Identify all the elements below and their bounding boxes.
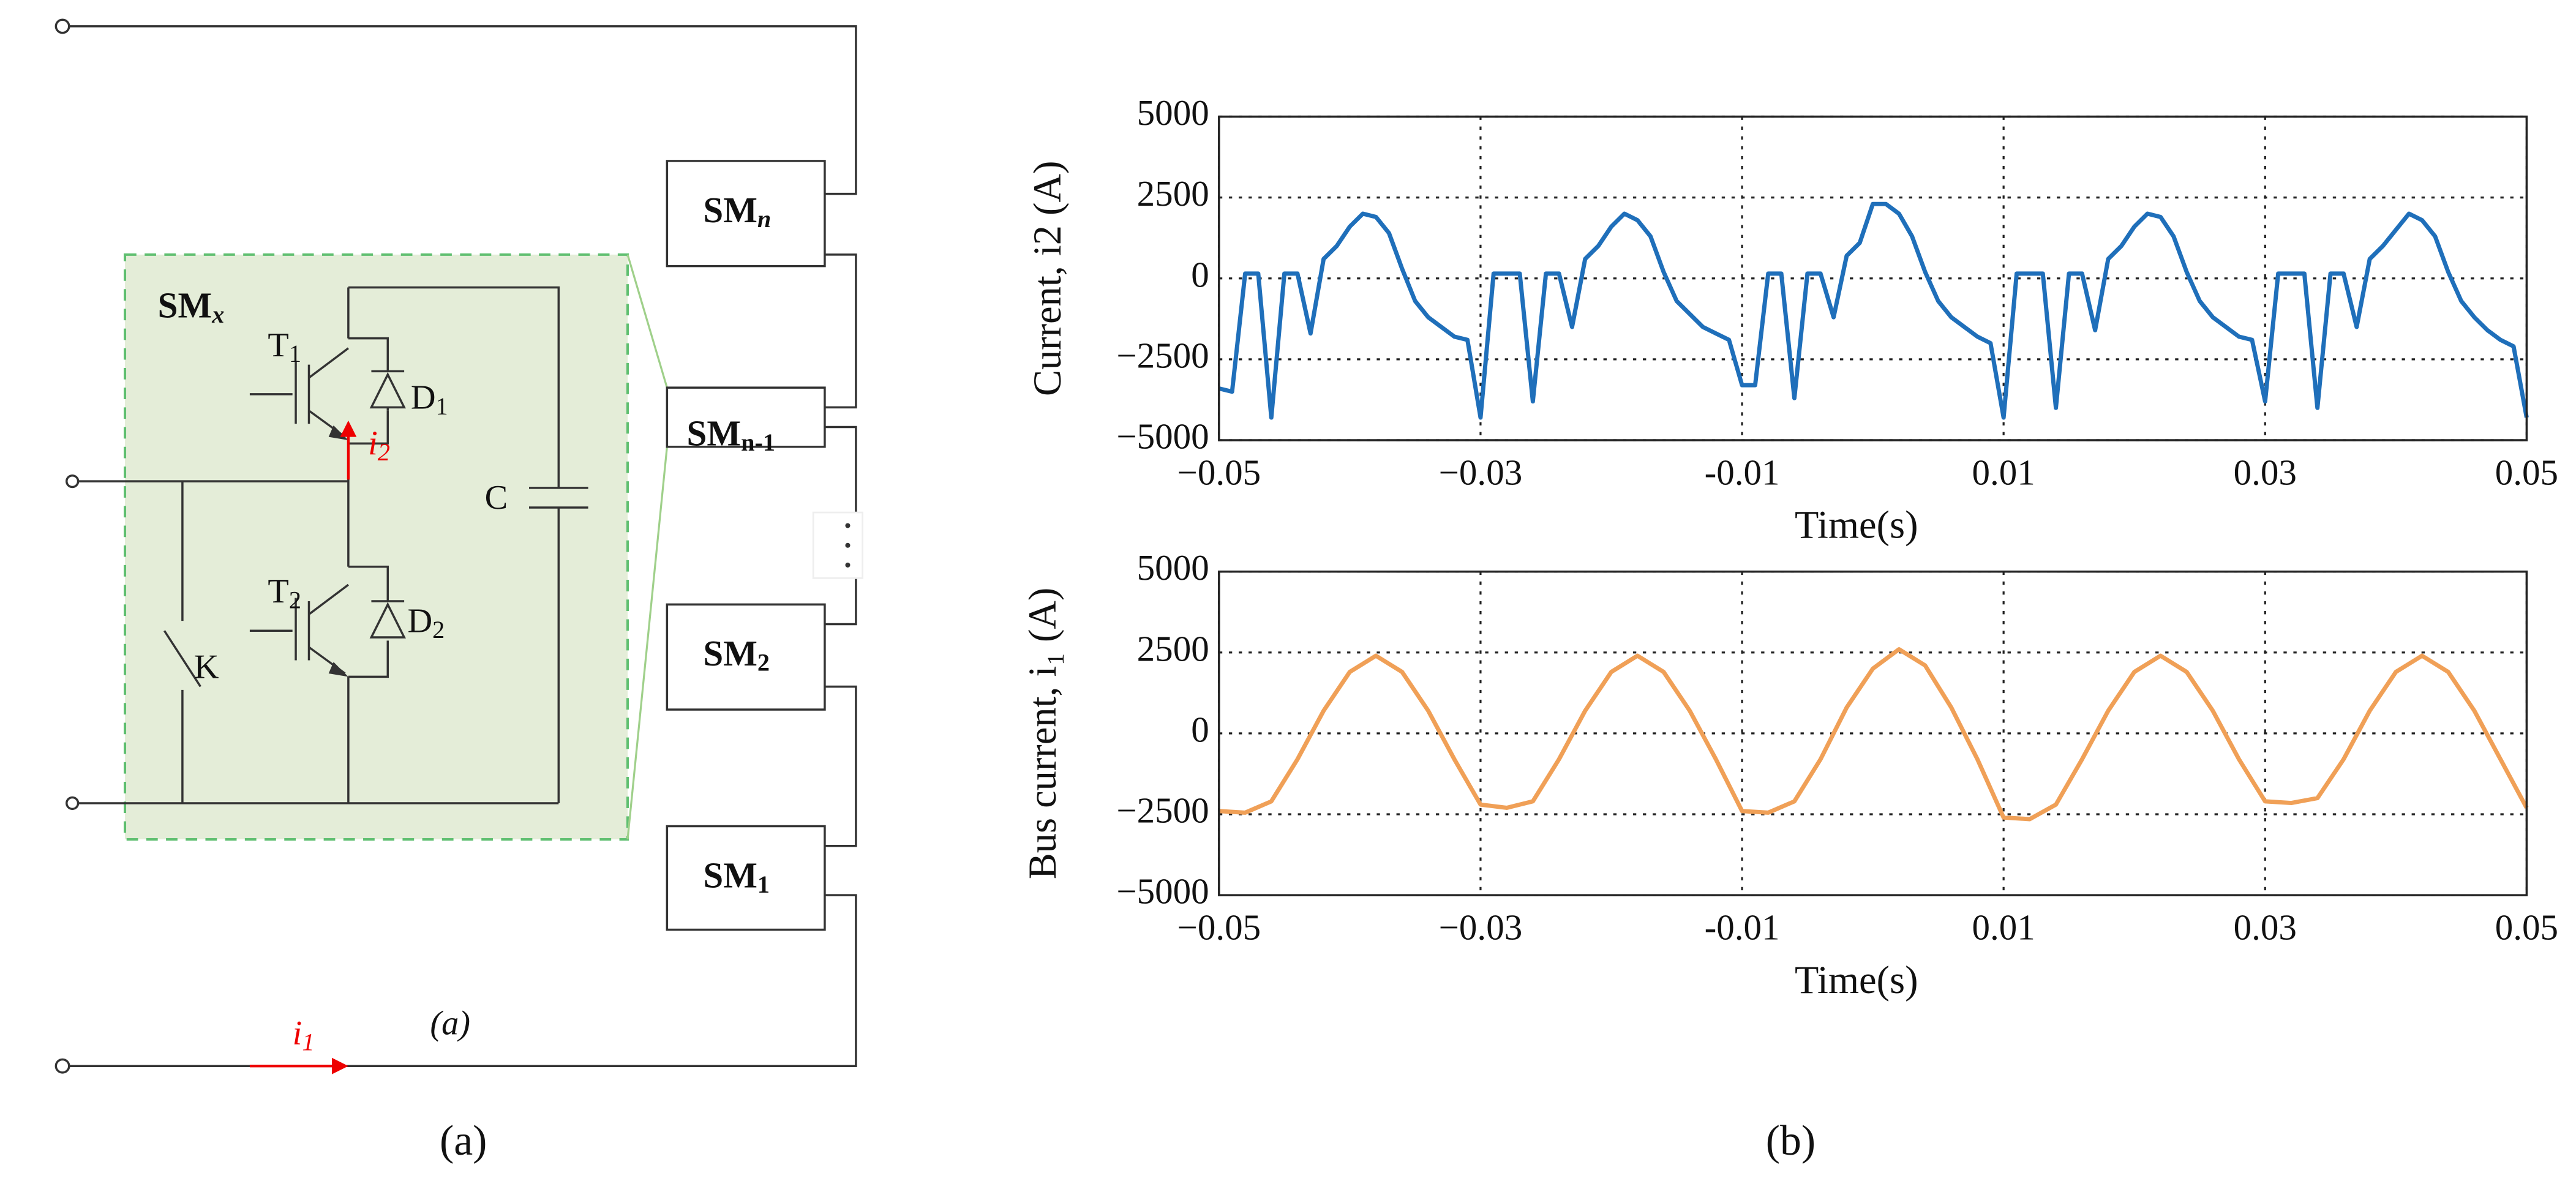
dot	[845, 562, 851, 568]
x-tick-label: -0.01	[1705, 907, 1780, 948]
x-tick-label: −0.05	[1177, 907, 1261, 948]
terminal	[54, 1058, 70, 1074]
x-tick-label: 0.01	[1972, 907, 2035, 948]
current-label: i1	[293, 1014, 315, 1056]
component-label: K	[194, 648, 219, 686]
y-axis-label: Bus current, i₁ (A)	[1021, 588, 1064, 880]
dot	[845, 542, 851, 548]
x-tick-label: 0.05	[2495, 452, 2558, 493]
diode	[369, 600, 406, 639]
arrowhead	[328, 662, 348, 677]
module-box	[666, 160, 826, 268]
igbt	[249, 347, 349, 438]
component-label: T2	[268, 572, 301, 614]
y-tick-label: 5000	[1137, 547, 1209, 588]
y-tick-label: −2500	[1116, 790, 1209, 831]
zoom-line	[626, 254, 668, 388]
igbt	[249, 583, 349, 675]
x-tick-label: 0.03	[2234, 907, 2297, 948]
dot	[845, 523, 851, 528]
panel-label: (b)	[1766, 1117, 1816, 1164]
plot-frame	[1218, 115, 2528, 441]
module-label: SM2	[703, 633, 770, 677]
circuit: SMn SMn-1 SM2 SM1 SMx T1 D1 T2 D2 K C i2…	[54, 18, 863, 1074]
y-tick-label: 0	[1191, 254, 1209, 294]
line-series	[1218, 201, 2529, 420]
x-tick-label: −0.03	[1439, 907, 1523, 948]
charts: −5000 −2500 0 2500 5000 −0.05 −0.03 -0.01 0.01 0.…	[1021, 92, 2558, 1002]
x-tick-label: -0.01	[1705, 452, 1780, 493]
panel-label: (a)	[440, 1117, 487, 1164]
wire	[69, 25, 857, 1067]
module-box	[666, 825, 826, 931]
y-tick-label: 2500	[1137, 628, 1209, 669]
y-tick-label: −5000	[1116, 871, 1209, 912]
current-label: i2	[368, 425, 390, 467]
arrowhead	[340, 420, 357, 437]
terminal	[66, 796, 80, 811]
component-label: T1	[268, 326, 301, 368]
module-box	[666, 603, 826, 711]
x-axis-label: Time(s)	[1795, 958, 1918, 1002]
component-label: C	[485, 479, 508, 517]
module-label: SM1	[703, 855, 770, 898]
inner-label: (a)	[430, 1005, 470, 1043]
y-tick-label: −5000	[1116, 416, 1209, 457]
module-label: SMn-1	[687, 413, 775, 456]
submodule-label: SMx	[158, 285, 225, 328]
x-tick-label: −0.03	[1439, 452, 1523, 493]
y-tick-label: 0	[1191, 709, 1209, 749]
plot-frame	[1218, 570, 2528, 896]
module-box	[666, 386, 826, 448]
y-axis-label: Current, i2 (A)	[1026, 161, 1069, 396]
line-series	[1219, 647, 2529, 822]
component-label: D2	[407, 602, 445, 643]
x-tick-label: 0.03	[2234, 452, 2297, 493]
x-tick-label: 0.01	[1972, 452, 2035, 493]
y-tick-label: 2500	[1137, 173, 1209, 214]
component-label: D1	[411, 379, 448, 421]
terminal	[54, 18, 70, 34]
arrowhead	[332, 1057, 348, 1074]
ellipsis-box	[812, 511, 863, 579]
module-label: SMn	[703, 189, 771, 233]
wire	[78, 286, 588, 804]
x-tick-label: −0.05	[1177, 452, 1261, 493]
terminal	[66, 474, 80, 489]
x-axis-label: Time(s)	[1795, 503, 1918, 547]
x-tick-label: 0.05	[2495, 907, 2558, 948]
y-tick-label: 5000	[1137, 92, 1209, 133]
diode	[369, 370, 406, 411]
y-tick-label: −2500	[1116, 335, 1209, 375]
submodule-box	[123, 253, 629, 841]
zoom-line	[626, 446, 668, 840]
